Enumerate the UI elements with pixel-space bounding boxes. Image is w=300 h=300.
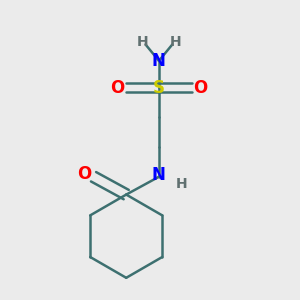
Text: N: N xyxy=(152,52,166,70)
Text: H: H xyxy=(137,34,148,49)
Text: H: H xyxy=(169,34,181,49)
Text: H: H xyxy=(176,177,187,191)
Text: O: O xyxy=(194,79,208,97)
Text: O: O xyxy=(110,79,124,97)
Text: O: O xyxy=(77,165,92,183)
Text: N: N xyxy=(152,166,166,184)
Text: S: S xyxy=(153,79,165,97)
